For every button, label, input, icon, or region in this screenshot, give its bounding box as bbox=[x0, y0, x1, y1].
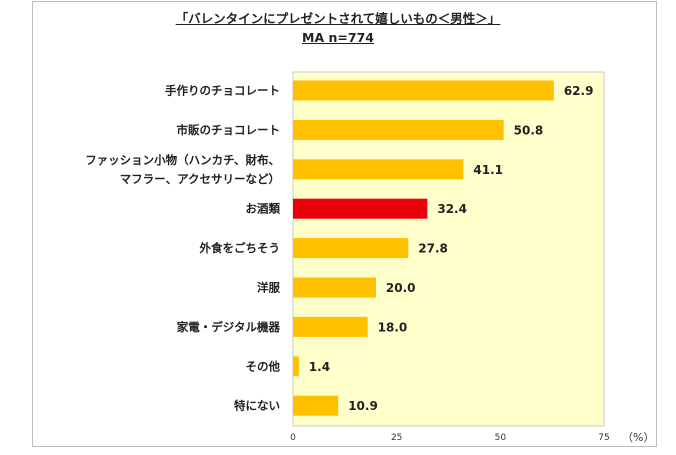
bar bbox=[293, 159, 464, 180]
x-tick-label: 25 bbox=[391, 433, 402, 443]
data-label: 10.9 bbox=[348, 399, 378, 413]
bar bbox=[293, 80, 554, 101]
data-label: 1.4 bbox=[309, 360, 330, 374]
category-label: 洋服 bbox=[257, 281, 280, 295]
x-tick-label: 75 bbox=[598, 433, 609, 443]
x-tick-label: 0 bbox=[290, 433, 296, 443]
chart-subtitle: MA n=774 bbox=[302, 30, 374, 45]
bar bbox=[293, 238, 409, 259]
bar bbox=[293, 119, 504, 140]
category-label: マフラー、アクセサリーなど） bbox=[120, 172, 280, 186]
x-tick-label: 50 bbox=[495, 433, 507, 443]
data-label: 41.1 bbox=[473, 163, 503, 177]
data-label: 20.0 bbox=[386, 281, 416, 295]
chart-title: 「バレンタインにプレゼントされて嬉しいもの＜男性＞」 bbox=[175, 11, 501, 26]
bar bbox=[293, 277, 376, 298]
category-label: 外食をごちそう bbox=[199, 241, 281, 255]
bar bbox=[293, 316, 368, 337]
category-label: 市販のチョコレート bbox=[177, 123, 281, 137]
category-label: ファッション小物（ハンカチ、財布、 bbox=[85, 153, 280, 167]
data-label: 32.4 bbox=[437, 202, 467, 216]
data-label: 18.0 bbox=[378, 320, 408, 334]
x-unit-label: （%） bbox=[622, 431, 654, 444]
data-label: 27.8 bbox=[418, 242, 448, 256]
bar bbox=[293, 198, 428, 219]
category-label: お酒類 bbox=[246, 202, 281, 216]
category-label: その他 bbox=[246, 359, 281, 373]
bar bbox=[293, 356, 299, 377]
category-label: 家電・デジタル機器 bbox=[177, 320, 281, 334]
category-label: 手作りのチョコレート bbox=[165, 84, 280, 98]
bar bbox=[293, 395, 339, 416]
data-label: 62.9 bbox=[564, 84, 594, 98]
category-label: 特にない bbox=[234, 399, 280, 413]
data-label: 50.8 bbox=[514, 123, 544, 137]
